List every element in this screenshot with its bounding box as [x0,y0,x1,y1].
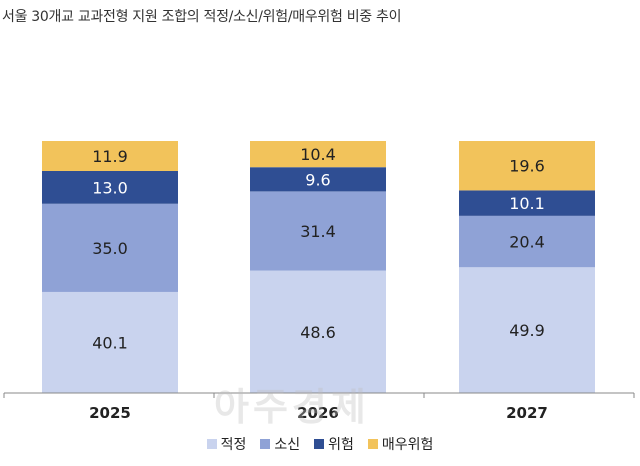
bar-segment [459,267,595,393]
legend-label: 소신 [274,437,301,453]
data-label: 49.9 [509,321,545,340]
watermark: 아주경제 [214,385,370,429]
legend-label: 매우위험 [381,437,434,453]
data-label: 40.1 [92,333,128,352]
bar-segment [250,167,386,192]
data-label: 10.4 [300,145,336,164]
legend-swatch [206,439,217,449]
bar-segment [42,203,178,292]
data-label: 11.9 [92,147,128,166]
bar-segment [459,215,595,268]
data-label: 9.6 [305,170,330,189]
bar-segment [42,291,178,393]
legend-item-매우위험: 매우위험 [367,434,434,454]
bar-segment [42,141,178,171]
legend-label: 적정 [220,437,247,453]
legend-item-소신: 소신 [260,434,300,454]
data-label: 35.0 [92,239,128,258]
data-label: 20.4 [509,233,545,252]
chart-title: 서울 30개교 교과전형 지원 조합의 적정/소신/위험/매우위험 비중 추이 [2,9,402,25]
legend-swatch [260,439,271,449]
legend-swatch [314,439,325,449]
data-label: 48.6 [300,323,336,342]
legend-swatch [367,439,378,449]
data-label: 13.0 [92,178,128,197]
legend-item-적정: 적정 [206,434,247,454]
bar-segment [42,170,178,204]
x-tick-label: 2026 [297,404,339,422]
bar-segment [459,141,595,191]
bar-segment [250,270,386,393]
x-tick-label: 2027 [506,404,548,422]
legend-item-위험: 위험 [314,434,354,454]
data-label: 31.4 [300,222,336,241]
data-label: 19.6 [509,157,545,176]
x-tick-label: 2025 [89,404,131,422]
bar-segment [250,191,386,271]
legend-label: 위험 [328,437,354,453]
data-label: 10.1 [509,194,545,213]
bar-segment [250,141,386,168]
bar-segment [459,190,595,216]
legend: 적정 소신 위험 매우위험 [0,434,640,454]
